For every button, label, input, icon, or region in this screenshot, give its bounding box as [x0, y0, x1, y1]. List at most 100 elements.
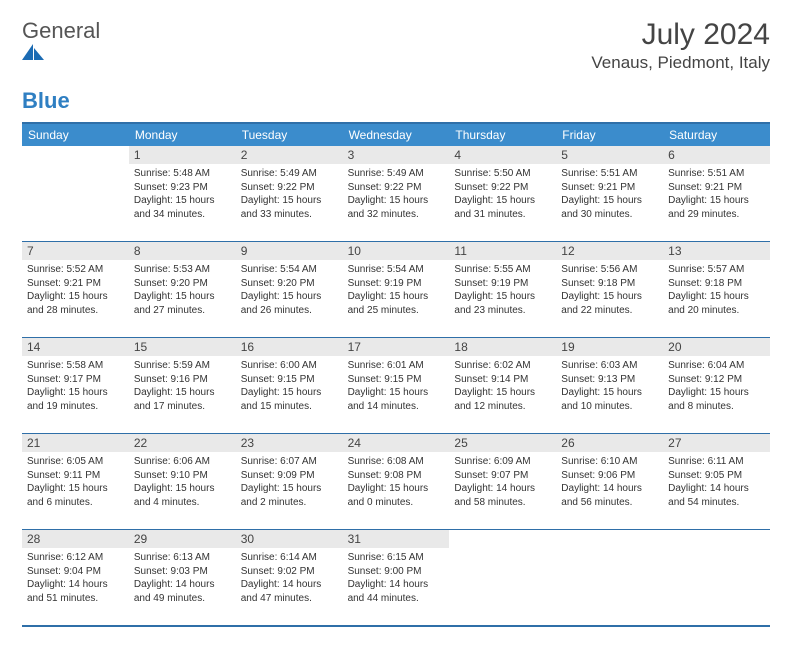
- day-number: 23: [236, 434, 343, 452]
- day-number: 24: [343, 434, 450, 452]
- day-details: Sunrise: 6:05 AMSunset: 9:11 PMDaylight:…: [22, 452, 129, 512]
- location: Venaus, Piedmont, Italy: [591, 53, 770, 73]
- day-number: 21: [22, 434, 129, 452]
- day-cell: 21Sunrise: 6:05 AMSunset: 9:11 PMDayligh…: [22, 434, 129, 529]
- day-details: Sunrise: 6:03 AMSunset: 9:13 PMDaylight:…: [556, 356, 663, 416]
- day-details: Sunrise: 5:49 AMSunset: 9:22 PMDaylight:…: [236, 164, 343, 224]
- day-details: Sunrise: 6:01 AMSunset: 9:15 PMDaylight:…: [343, 356, 450, 416]
- day-header: Saturday: [663, 124, 770, 146]
- day-number: 9: [236, 242, 343, 260]
- day-cell: 11Sunrise: 5:55 AMSunset: 9:19 PMDayligh…: [449, 242, 556, 337]
- day-cell: 4Sunrise: 5:50 AMSunset: 9:22 PMDaylight…: [449, 146, 556, 241]
- logo: GeneralBlue: [22, 18, 100, 114]
- day-number: 5: [556, 146, 663, 164]
- day-number: 16: [236, 338, 343, 356]
- day-cell: 1Sunrise: 5:48 AMSunset: 9:23 PMDaylight…: [129, 146, 236, 241]
- day-number: 27: [663, 434, 770, 452]
- header: GeneralBlue July 2024 Venaus, Piedmont, …: [22, 18, 770, 114]
- day-cell: 20Sunrise: 6:04 AMSunset: 9:12 PMDayligh…: [663, 338, 770, 433]
- day-cell: 27Sunrise: 6:11 AMSunset: 9:05 PMDayligh…: [663, 434, 770, 529]
- day-cell: 2Sunrise: 5:49 AMSunset: 9:22 PMDaylight…: [236, 146, 343, 241]
- day-details: Sunrise: 5:51 AMSunset: 9:21 PMDaylight:…: [556, 164, 663, 224]
- day-details: Sunrise: 6:02 AMSunset: 9:14 PMDaylight:…: [449, 356, 556, 416]
- day-number: 14: [22, 338, 129, 356]
- day-details: Sunrise: 5:51 AMSunset: 9:21 PMDaylight:…: [663, 164, 770, 224]
- day-cell: [449, 530, 556, 625]
- day-cell: 7Sunrise: 5:52 AMSunset: 9:21 PMDaylight…: [22, 242, 129, 337]
- day-cell: 24Sunrise: 6:08 AMSunset: 9:08 PMDayligh…: [343, 434, 450, 529]
- day-cell: [22, 146, 129, 241]
- day-number: 6: [663, 146, 770, 164]
- day-number: 28: [22, 530, 129, 548]
- day-number: 19: [556, 338, 663, 356]
- day-number: 15: [129, 338, 236, 356]
- day-number: 4: [449, 146, 556, 164]
- day-details: Sunrise: 6:06 AMSunset: 9:10 PMDaylight:…: [129, 452, 236, 512]
- day-cell: 5Sunrise: 5:51 AMSunset: 9:21 PMDaylight…: [556, 146, 663, 241]
- day-header: Thursday: [449, 124, 556, 146]
- day-number: 8: [129, 242, 236, 260]
- logo-text-general: General: [22, 18, 100, 43]
- day-details: Sunrise: 6:12 AMSunset: 9:04 PMDaylight:…: [22, 548, 129, 608]
- day-cell: 16Sunrise: 6:00 AMSunset: 9:15 PMDayligh…: [236, 338, 343, 433]
- day-details: Sunrise: 6:10 AMSunset: 9:06 PMDaylight:…: [556, 452, 663, 512]
- week-row: 21Sunrise: 6:05 AMSunset: 9:11 PMDayligh…: [22, 433, 770, 529]
- day-header: Friday: [556, 124, 663, 146]
- day-details: Sunrise: 6:13 AMSunset: 9:03 PMDaylight:…: [129, 548, 236, 608]
- week-row: 28Sunrise: 6:12 AMSunset: 9:04 PMDayligh…: [22, 529, 770, 625]
- day-cell: 14Sunrise: 5:58 AMSunset: 9:17 PMDayligh…: [22, 338, 129, 433]
- day-details: Sunrise: 5:54 AMSunset: 9:20 PMDaylight:…: [236, 260, 343, 320]
- day-cell: 6Sunrise: 5:51 AMSunset: 9:21 PMDaylight…: [663, 146, 770, 241]
- day-number: 18: [449, 338, 556, 356]
- day-number: 2: [236, 146, 343, 164]
- day-details: Sunrise: 5:49 AMSunset: 9:22 PMDaylight:…: [343, 164, 450, 224]
- day-details: Sunrise: 5:59 AMSunset: 9:16 PMDaylight:…: [129, 356, 236, 416]
- logo-text: GeneralBlue: [22, 18, 100, 114]
- day-cell: 30Sunrise: 6:14 AMSunset: 9:02 PMDayligh…: [236, 530, 343, 625]
- month-title: July 2024: [591, 18, 770, 51]
- day-cell: 17Sunrise: 6:01 AMSunset: 9:15 PMDayligh…: [343, 338, 450, 433]
- logo-sail-icon: [22, 44, 100, 62]
- day-number: 20: [663, 338, 770, 356]
- day-details: Sunrise: 5:57 AMSunset: 9:18 PMDaylight:…: [663, 260, 770, 320]
- day-cell: [556, 530, 663, 625]
- day-details: Sunrise: 6:04 AMSunset: 9:12 PMDaylight:…: [663, 356, 770, 416]
- day-details: Sunrise: 6:11 AMSunset: 9:05 PMDaylight:…: [663, 452, 770, 512]
- week-row: 7Sunrise: 5:52 AMSunset: 9:21 PMDaylight…: [22, 241, 770, 337]
- day-cell: 23Sunrise: 6:07 AMSunset: 9:09 PMDayligh…: [236, 434, 343, 529]
- day-cell: 31Sunrise: 6:15 AMSunset: 9:00 PMDayligh…: [343, 530, 450, 625]
- day-details: Sunrise: 5:53 AMSunset: 9:20 PMDaylight:…: [129, 260, 236, 320]
- day-number: 7: [22, 242, 129, 260]
- day-cell: 29Sunrise: 6:13 AMSunset: 9:03 PMDayligh…: [129, 530, 236, 625]
- day-header: Sunday: [22, 124, 129, 146]
- day-details: Sunrise: 5:48 AMSunset: 9:23 PMDaylight:…: [129, 164, 236, 224]
- day-cell: 10Sunrise: 5:54 AMSunset: 9:19 PMDayligh…: [343, 242, 450, 337]
- day-number: 30: [236, 530, 343, 548]
- day-number: 17: [343, 338, 450, 356]
- day-header-row: SundayMondayTuesdayWednesdayThursdayFrid…: [22, 124, 770, 146]
- day-cell: 28Sunrise: 6:12 AMSunset: 9:04 PMDayligh…: [22, 530, 129, 625]
- day-cell: 9Sunrise: 5:54 AMSunset: 9:20 PMDaylight…: [236, 242, 343, 337]
- day-details: Sunrise: 5:56 AMSunset: 9:18 PMDaylight:…: [556, 260, 663, 320]
- day-header: Wednesday: [343, 124, 450, 146]
- day-cell: 26Sunrise: 6:10 AMSunset: 9:06 PMDayligh…: [556, 434, 663, 529]
- day-details: Sunrise: 6:09 AMSunset: 9:07 PMDaylight:…: [449, 452, 556, 512]
- calendar-grid: SundayMondayTuesdayWednesdayThursdayFrid…: [22, 122, 770, 627]
- day-number: 12: [556, 242, 663, 260]
- day-details: Sunrise: 6:15 AMSunset: 9:00 PMDaylight:…: [343, 548, 450, 608]
- day-number: 26: [556, 434, 663, 452]
- day-number: 1: [129, 146, 236, 164]
- day-details: Sunrise: 6:07 AMSunset: 9:09 PMDaylight:…: [236, 452, 343, 512]
- day-header: Tuesday: [236, 124, 343, 146]
- week-row: 1Sunrise: 5:48 AMSunset: 9:23 PMDaylight…: [22, 146, 770, 241]
- day-details: Sunrise: 5:58 AMSunset: 9:17 PMDaylight:…: [22, 356, 129, 416]
- day-cell: 19Sunrise: 6:03 AMSunset: 9:13 PMDayligh…: [556, 338, 663, 433]
- day-number: 29: [129, 530, 236, 548]
- day-cell: 15Sunrise: 5:59 AMSunset: 9:16 PMDayligh…: [129, 338, 236, 433]
- day-cell: 12Sunrise: 5:56 AMSunset: 9:18 PMDayligh…: [556, 242, 663, 337]
- title-block: July 2024 Venaus, Piedmont, Italy: [591, 18, 770, 73]
- day-cell: 8Sunrise: 5:53 AMSunset: 9:20 PMDaylight…: [129, 242, 236, 337]
- day-details: Sunrise: 5:55 AMSunset: 9:19 PMDaylight:…: [449, 260, 556, 320]
- day-number: 13: [663, 242, 770, 260]
- week-row: 14Sunrise: 5:58 AMSunset: 9:17 PMDayligh…: [22, 337, 770, 433]
